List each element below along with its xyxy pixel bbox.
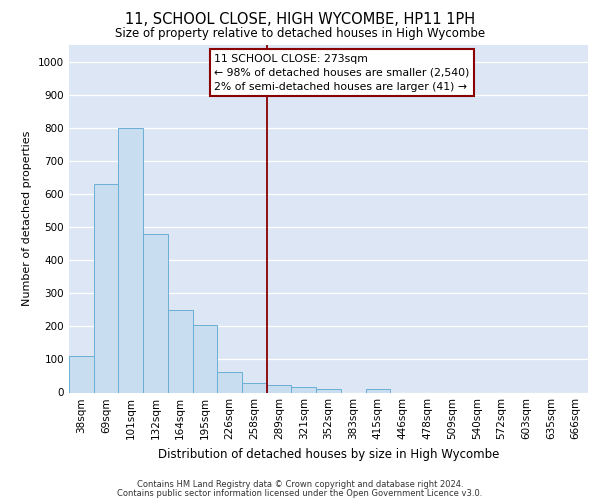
Bar (69, 356, 94, 393)
Text: 11 SCHOOL CLOSE: 273sqm
← 98% of detached houses are smaller (2,540)
2% of semi-: 11 SCHOOL CLOSE: 273sqm ← 98% of detache… (214, 54, 470, 92)
Bar (193, 324, 217, 392)
Bar (292, 387, 316, 392)
Text: 11, SCHOOL CLOSE, HIGH WYCOMBE, HP11 1PH: 11, SCHOOL CLOSE, HIGH WYCOMBE, HP11 1PH (125, 12, 475, 28)
Text: Contains public sector information licensed under the Open Government Licence v3: Contains public sector information licen… (118, 488, 482, 498)
Bar (143, 234, 168, 392)
Bar (118, 128, 143, 392)
Y-axis label: Number of detached properties: Number of detached properties (22, 131, 32, 306)
Bar (168, 310, 193, 392)
Bar (365, 389, 390, 392)
Bar (242, 383, 267, 392)
Bar (94, 184, 118, 392)
Bar (267, 385, 292, 392)
Bar (316, 389, 341, 392)
Bar (217, 372, 242, 392)
Text: Size of property relative to detached houses in High Wycombe: Size of property relative to detached ho… (115, 28, 485, 40)
Text: Contains HM Land Registry data © Crown copyright and database right 2024.: Contains HM Land Registry data © Crown c… (137, 480, 463, 489)
X-axis label: Distribution of detached houses by size in High Wycombe: Distribution of detached houses by size … (158, 448, 499, 461)
